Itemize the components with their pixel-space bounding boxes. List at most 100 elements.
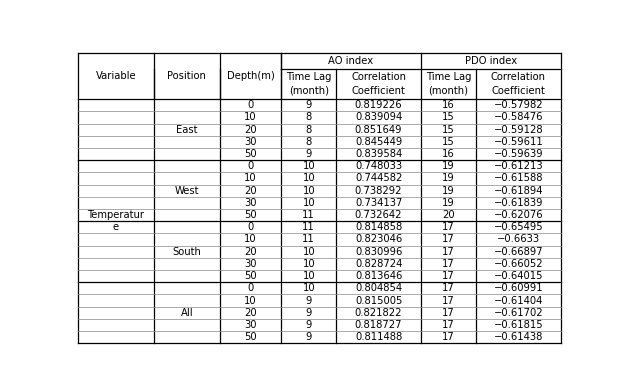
Text: 19: 19 <box>442 198 455 208</box>
Text: AO index: AO index <box>328 56 374 66</box>
Text: −0.64015: −0.64015 <box>493 271 543 281</box>
Text: −0.60991: −0.60991 <box>493 283 543 293</box>
Text: −0.65495: −0.65495 <box>493 222 543 232</box>
Text: 9: 9 <box>305 296 312 305</box>
Text: 0: 0 <box>247 100 254 110</box>
Text: 30: 30 <box>244 320 257 330</box>
Text: Depth(m): Depth(m) <box>227 71 274 81</box>
Text: −0.61438: −0.61438 <box>493 332 543 342</box>
Text: −0.61839: −0.61839 <box>493 198 543 208</box>
Text: −0.6633: −0.6633 <box>497 235 540 245</box>
Text: 10: 10 <box>302 161 315 171</box>
Text: 30: 30 <box>244 198 257 208</box>
Text: Correlation
Coefficient: Correlation Coefficient <box>491 72 546 96</box>
Text: 0.851649: 0.851649 <box>355 124 402 135</box>
Text: 8: 8 <box>305 137 312 147</box>
Text: 20: 20 <box>244 124 257 135</box>
Text: 10: 10 <box>302 259 315 269</box>
Text: 9: 9 <box>305 308 312 318</box>
Text: 0.814858: 0.814858 <box>355 222 402 232</box>
Text: 16: 16 <box>442 100 455 110</box>
Text: 20: 20 <box>442 210 455 220</box>
Text: East: East <box>176 124 197 135</box>
Text: 15: 15 <box>442 112 455 123</box>
Text: 0.818727: 0.818727 <box>355 320 402 330</box>
Text: 10: 10 <box>302 186 315 196</box>
Text: 0: 0 <box>247 161 254 171</box>
Text: 19: 19 <box>442 173 455 184</box>
Text: 11: 11 <box>302 222 315 232</box>
Text: Time Lag
(month): Time Lag (month) <box>286 72 331 96</box>
Text: Time Lag
(month): Time Lag (month) <box>426 72 471 96</box>
Text: −0.58476: −0.58476 <box>493 112 543 123</box>
Text: 0.744582: 0.744582 <box>355 173 402 184</box>
Text: −0.59128: −0.59128 <box>493 124 543 135</box>
Text: 11: 11 <box>302 210 315 220</box>
Text: 17: 17 <box>442 308 455 318</box>
Text: 11: 11 <box>302 235 315 245</box>
Text: 17: 17 <box>442 222 455 232</box>
Text: 0.823046: 0.823046 <box>355 235 402 245</box>
Text: 17: 17 <box>442 332 455 342</box>
Text: 0: 0 <box>247 222 254 232</box>
Text: 9: 9 <box>305 100 312 110</box>
Text: 0.839094: 0.839094 <box>355 112 402 123</box>
Text: −0.66897: −0.66897 <box>493 247 543 257</box>
Text: 0.804854: 0.804854 <box>355 283 402 293</box>
Text: 50: 50 <box>244 332 257 342</box>
Text: 0.830996: 0.830996 <box>355 247 402 257</box>
Text: 10: 10 <box>302 247 315 257</box>
Text: 10: 10 <box>244 112 257 123</box>
Text: 0.821822: 0.821822 <box>355 308 402 318</box>
Text: 8: 8 <box>305 124 312 135</box>
Text: −0.61588: −0.61588 <box>493 173 543 184</box>
Text: 9: 9 <box>305 149 312 159</box>
Text: −0.59639: −0.59639 <box>493 149 543 159</box>
Text: 20: 20 <box>244 308 257 318</box>
Text: 20: 20 <box>244 247 257 257</box>
Text: 10: 10 <box>244 235 257 245</box>
Text: 15: 15 <box>442 124 455 135</box>
Text: 0.819226: 0.819226 <box>354 100 402 110</box>
Text: 30: 30 <box>244 137 257 147</box>
Text: All: All <box>181 308 193 318</box>
Text: −0.59611: −0.59611 <box>493 137 543 147</box>
Text: Variable: Variable <box>96 71 136 81</box>
Text: −0.61404: −0.61404 <box>493 296 543 305</box>
Text: 19: 19 <box>442 186 455 196</box>
Text: −0.62076: −0.62076 <box>493 210 543 220</box>
Text: 17: 17 <box>442 283 455 293</box>
Text: Position: Position <box>168 71 206 81</box>
Text: 20: 20 <box>244 186 257 196</box>
Text: 16: 16 <box>442 149 455 159</box>
Text: South: South <box>173 247 201 257</box>
Text: West: West <box>174 186 199 196</box>
Text: 0: 0 <box>247 283 254 293</box>
Text: −0.57982: −0.57982 <box>493 100 543 110</box>
Text: 30: 30 <box>244 259 257 269</box>
Text: −0.61702: −0.61702 <box>493 308 543 318</box>
Text: 0.815005: 0.815005 <box>355 296 402 305</box>
Text: 10: 10 <box>302 283 315 293</box>
Text: 15: 15 <box>442 137 455 147</box>
Text: Temperatur
e: Temperatur e <box>87 210 145 232</box>
Text: 50: 50 <box>244 271 257 281</box>
Text: 10: 10 <box>244 173 257 184</box>
Text: 0.811488: 0.811488 <box>355 332 402 342</box>
Text: 0.732642: 0.732642 <box>355 210 402 220</box>
Text: 10: 10 <box>302 198 315 208</box>
Text: −0.61894: −0.61894 <box>493 186 543 196</box>
Text: 0.828724: 0.828724 <box>355 259 402 269</box>
Text: 17: 17 <box>442 259 455 269</box>
Text: −0.61213: −0.61213 <box>493 161 543 171</box>
Text: 17: 17 <box>442 296 455 305</box>
Text: 9: 9 <box>305 332 312 342</box>
Text: 0.813646: 0.813646 <box>355 271 402 281</box>
Text: 17: 17 <box>442 271 455 281</box>
Text: 0.845449: 0.845449 <box>355 137 402 147</box>
Text: Correlation
Coefficient: Correlation Coefficient <box>351 72 406 96</box>
Text: 17: 17 <box>442 247 455 257</box>
Text: −0.61815: −0.61815 <box>493 320 543 330</box>
Text: 17: 17 <box>442 320 455 330</box>
Text: 8: 8 <box>305 112 312 123</box>
